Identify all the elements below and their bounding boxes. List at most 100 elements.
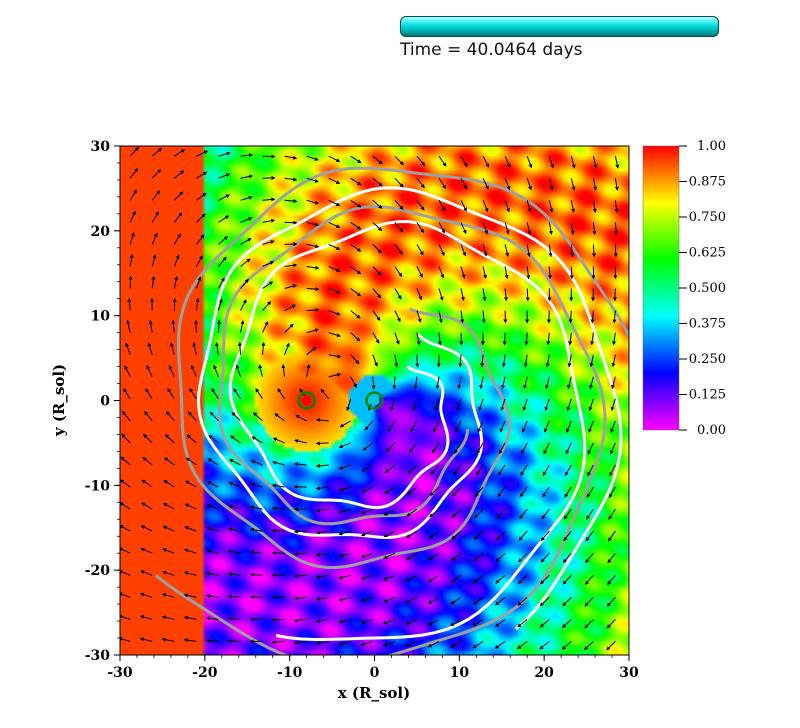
velocity-vector xyxy=(570,200,575,213)
velocity-vector xyxy=(609,442,616,455)
velocity-vector xyxy=(126,320,131,333)
velocity-vector xyxy=(284,155,298,160)
velocity-vector xyxy=(390,398,396,412)
velocity-vector xyxy=(187,411,197,422)
velocity-vector xyxy=(518,530,528,541)
velocity-vector xyxy=(382,596,396,603)
velocity-vector xyxy=(346,398,352,412)
velocity-vector xyxy=(394,332,400,345)
velocity-vector xyxy=(496,530,506,541)
velocity-vector xyxy=(460,222,467,235)
velocity-vector xyxy=(540,552,550,563)
velocity-vector xyxy=(416,155,426,167)
velocity-vector xyxy=(612,332,617,346)
velocity-vector xyxy=(360,508,373,515)
velocity-vector xyxy=(385,442,396,453)
velocity-vector xyxy=(413,376,418,390)
velocity-vector xyxy=(548,200,554,213)
colorbar-tick-label: 0.125 xyxy=(689,388,726,403)
velocity-vector xyxy=(406,508,418,517)
velocity-vector xyxy=(306,265,320,270)
velocity-vector xyxy=(235,364,241,377)
velocity-vector xyxy=(433,420,440,433)
y-tick-label: 10 xyxy=(91,309,111,325)
velocity-vector xyxy=(173,233,181,245)
x-tick-label: -20 xyxy=(192,665,218,681)
velocity-vector xyxy=(151,190,161,201)
velocity-vector xyxy=(521,420,528,433)
velocity-vector xyxy=(416,222,425,234)
velocity-vector xyxy=(428,574,440,583)
velocity-vector xyxy=(316,574,329,579)
velocity-vector xyxy=(338,596,351,602)
velocity-vector xyxy=(141,502,153,510)
velocity-vector xyxy=(539,596,550,607)
velocity-vector xyxy=(460,155,468,168)
velocity-vector xyxy=(546,332,551,346)
velocity-vector xyxy=(427,596,440,604)
velocity-vector xyxy=(271,483,285,488)
velocity-vector xyxy=(338,640,351,646)
velocity-vector xyxy=(120,479,131,488)
velocity-vector xyxy=(306,287,320,292)
velocity-vector xyxy=(306,177,319,183)
colorbar-gradient xyxy=(642,145,680,431)
velocity-vector xyxy=(227,527,241,532)
velocity-vector xyxy=(405,574,418,582)
velocity-vector xyxy=(284,263,298,268)
velocity-vector xyxy=(233,388,241,400)
velocity-vector xyxy=(504,244,510,257)
velocity-vector xyxy=(315,463,329,468)
velocity-vector xyxy=(284,304,296,312)
velocity-vector xyxy=(428,552,440,561)
velocity-vector xyxy=(240,320,245,333)
velocity-vector xyxy=(272,437,285,444)
velocity-vector xyxy=(139,615,153,620)
velocity-vector xyxy=(194,319,199,333)
velocity-vector xyxy=(586,486,594,499)
velocity-vector xyxy=(548,222,553,235)
velocity-vector xyxy=(360,552,373,559)
velocity-vector xyxy=(472,618,484,627)
velocity-vector xyxy=(262,281,274,289)
velocity-vector xyxy=(614,156,620,169)
velocity-vector xyxy=(561,619,572,629)
velocity-vector xyxy=(569,266,574,280)
velocity-vector xyxy=(416,332,421,346)
particle-2-ring xyxy=(365,391,384,410)
velocity-vector xyxy=(261,341,266,355)
colorbar-tick-label: 0.625 xyxy=(689,246,726,261)
velocity-vector xyxy=(562,552,572,563)
velocity-vector xyxy=(350,332,361,342)
velocity-vector xyxy=(208,434,219,444)
velocity-vector xyxy=(607,530,616,542)
velocity-vector xyxy=(338,552,351,558)
velocity-vector xyxy=(460,177,468,190)
velocity-vector xyxy=(500,398,506,412)
velocity-vector xyxy=(262,261,275,267)
velocity-vector xyxy=(482,288,487,302)
velocity-vector xyxy=(438,177,446,190)
velocity-vector xyxy=(306,155,319,161)
velocity-vector xyxy=(316,530,329,535)
velocity-vector xyxy=(412,398,418,412)
velocity-vector xyxy=(606,619,616,629)
velocity-vector xyxy=(566,398,572,412)
velocity-vector xyxy=(606,596,616,607)
velocity-vector xyxy=(519,486,528,498)
velocity-vector xyxy=(196,150,209,157)
velocity-vector xyxy=(495,596,506,606)
velocity-vector xyxy=(293,618,307,623)
velocity-vector xyxy=(249,550,263,555)
velocity-vector xyxy=(495,574,506,584)
velocity-vector xyxy=(543,442,550,455)
velocity-vector xyxy=(217,277,225,289)
velocity-vector xyxy=(518,552,528,563)
velocity-vector xyxy=(145,387,153,400)
velocity-vector xyxy=(129,146,139,157)
velocity-vector xyxy=(416,244,424,256)
velocity-vector xyxy=(612,288,617,302)
velocity-vector xyxy=(206,526,219,532)
velocity-vector xyxy=(189,387,197,400)
y-tick-label: -10 xyxy=(85,478,111,494)
